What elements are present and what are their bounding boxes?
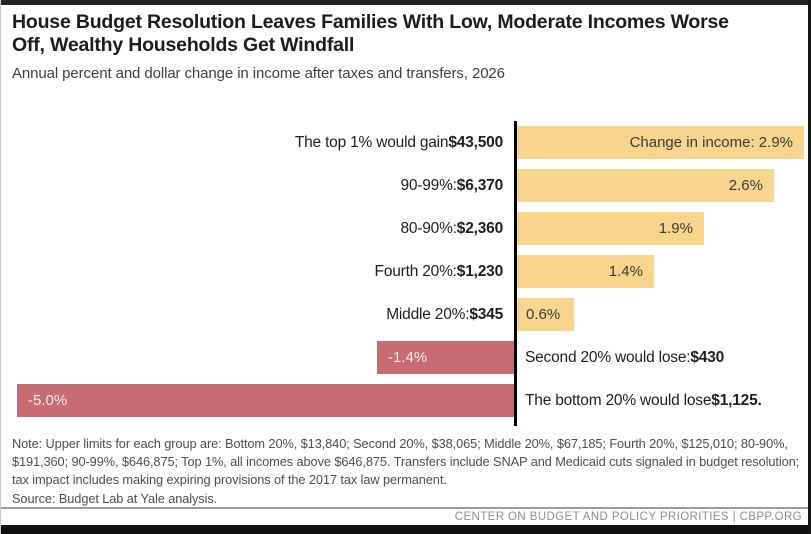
row-label-amount: $6,370: [456, 176, 503, 194]
row-label-amount: $2,360: [456, 219, 503, 237]
row-label: The top 1% would gain $43,500: [1, 126, 503, 159]
bar: 1.9%: [517, 212, 704, 245]
row-label-amount: $43,500: [448, 133, 503, 151]
row-label-amount: $430: [690, 348, 725, 366]
row-label-text: The top 1% would gain: [294, 133, 449, 151]
zero-axis-line: [514, 121, 517, 426]
bar: Change in income: 2.9%: [517, 126, 804, 159]
note-text: Note: Upper limits for each group are: B…: [12, 436, 800, 488]
row-label: 90-99%: $6,370: [1, 169, 503, 202]
row-label-suffix: .: [757, 391, 762, 409]
top-border-bar: [1, 0, 808, 5]
bar-value-label: 1.4%: [608, 263, 643, 280]
row-label-text: Middle 20%:: [386, 305, 470, 323]
bar-value-label: 1.9%: [658, 220, 693, 237]
bar: 2.6%: [517, 169, 774, 202]
bar: 1.4%: [517, 255, 654, 288]
bar: 0.6%: [517, 298, 574, 331]
bar-value-label: -1.4%: [388, 349, 428, 366]
bottom-border-bar: [1, 525, 808, 534]
row-label-text: Fourth 20%:: [374, 262, 457, 280]
row-label-text: The bottom 20% would lose: [525, 391, 712, 409]
row-label: The bottom 20% would lose $1,125.: [525, 384, 762, 417]
bar-value-label: -5.0%: [28, 392, 68, 409]
row-label: Fourth 20%: $1,230: [1, 255, 504, 288]
page-subtitle: Annual percent and dollar change in inco…: [12, 65, 505, 83]
row-label-text: 90-99%:: [400, 176, 457, 194]
source-text: Source: Budget Lab at Yale analysis.: [12, 491, 218, 506]
footer-text: CENTER ON BUDGET AND POLICY PRIORITIES |…: [454, 511, 802, 523]
bar-value-label: Change in income: 2.9%: [629, 134, 793, 151]
row-label-text: 80-90%:: [400, 219, 457, 237]
row-label-amount: $345: [469, 305, 503, 323]
row-label: Middle 20%: $345: [1, 298, 503, 331]
bar-chart: Change in income: 2.9% The top 1% would g…: [1, 121, 808, 430]
row-label-amount: $1,230: [456, 262, 503, 280]
bar-value-label: 2.6%: [728, 177, 763, 194]
footer-divider: [1, 507, 808, 509]
page-title: House Budget Resolution Leaves Families …: [12, 11, 729, 56]
row-label: Second 20% would lose: $430: [525, 341, 724, 374]
row-label-text: Second 20% would lose:: [525, 348, 691, 366]
bar: -5.0%: [17, 384, 514, 417]
header: House Budget Resolution Leaves Families …: [12, 11, 800, 82]
bar: -1.4%: [377, 341, 514, 374]
row-label-amount: $1,125: [711, 391, 758, 409]
bar-value-label: 0.6%: [526, 306, 561, 323]
row-label: 80-90%: $2,360: [1, 212, 503, 245]
